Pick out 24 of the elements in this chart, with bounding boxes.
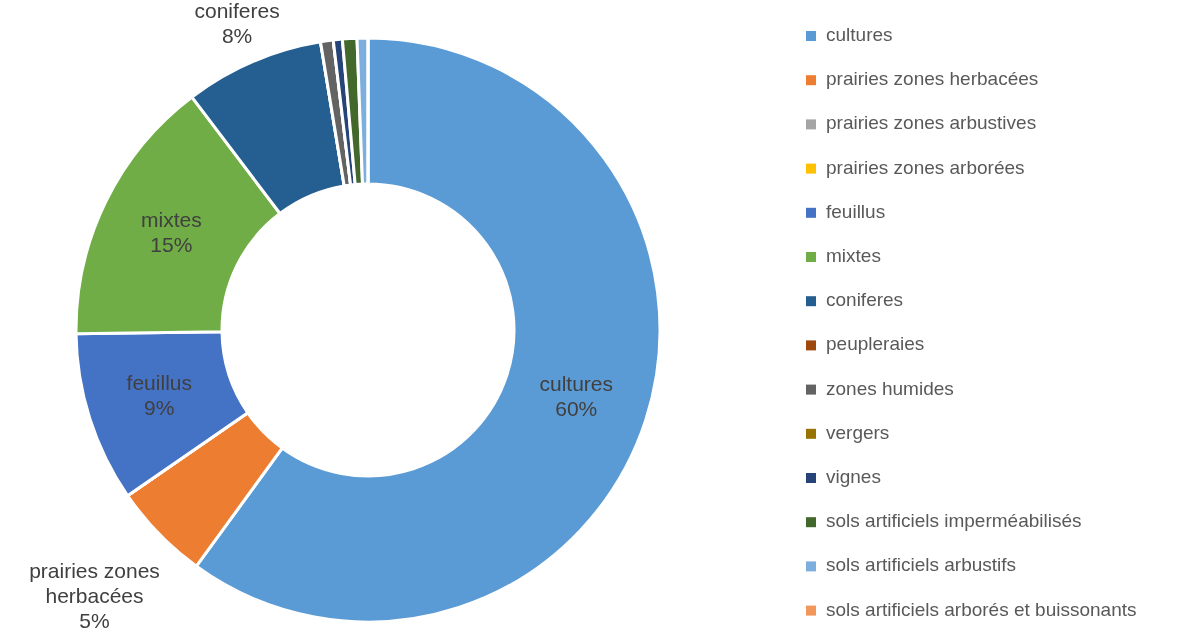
legend-label: sols artificiels arborés et buissonants: [826, 598, 1137, 620]
legend-label: sols artificiels imperméabilisés: [826, 510, 1082, 532]
legend-label: vergers: [826, 421, 890, 443]
data-label: 60%: [555, 396, 598, 420]
data-label: 5%: [79, 608, 110, 632]
slice-label: coniferes: [194, 0, 280, 22]
data-label: 15%: [150, 232, 193, 256]
legend-label: prairies zones arbustives: [826, 112, 1037, 134]
legend-label: mixtes: [826, 245, 881, 267]
data-label: 9%: [144, 395, 175, 419]
legend-label: peupleraies: [826, 333, 925, 355]
legend-label: sols artificiels arbustifs: [826, 554, 1017, 576]
data-label: 8%: [221, 23, 253, 47]
slice-label: prairies zones herbacées: [29, 558, 160, 607]
legend-label: vignes: [826, 466, 881, 488]
legend-label: feuillus: [826, 200, 886, 222]
legend-label: prairies zones herbacées: [826, 68, 1039, 90]
legend-label: zones humides: [826, 377, 954, 399]
slice-label: cultures: [539, 371, 614, 395]
legend-label: coniferes: [826, 289, 904, 311]
slice-label: mixtes: [140, 207, 202, 231]
legend-label: prairies zones arborées: [826, 156, 1025, 178]
slice-label: feuillus: [126, 370, 192, 394]
legend-label: cultures: [826, 24, 893, 46]
